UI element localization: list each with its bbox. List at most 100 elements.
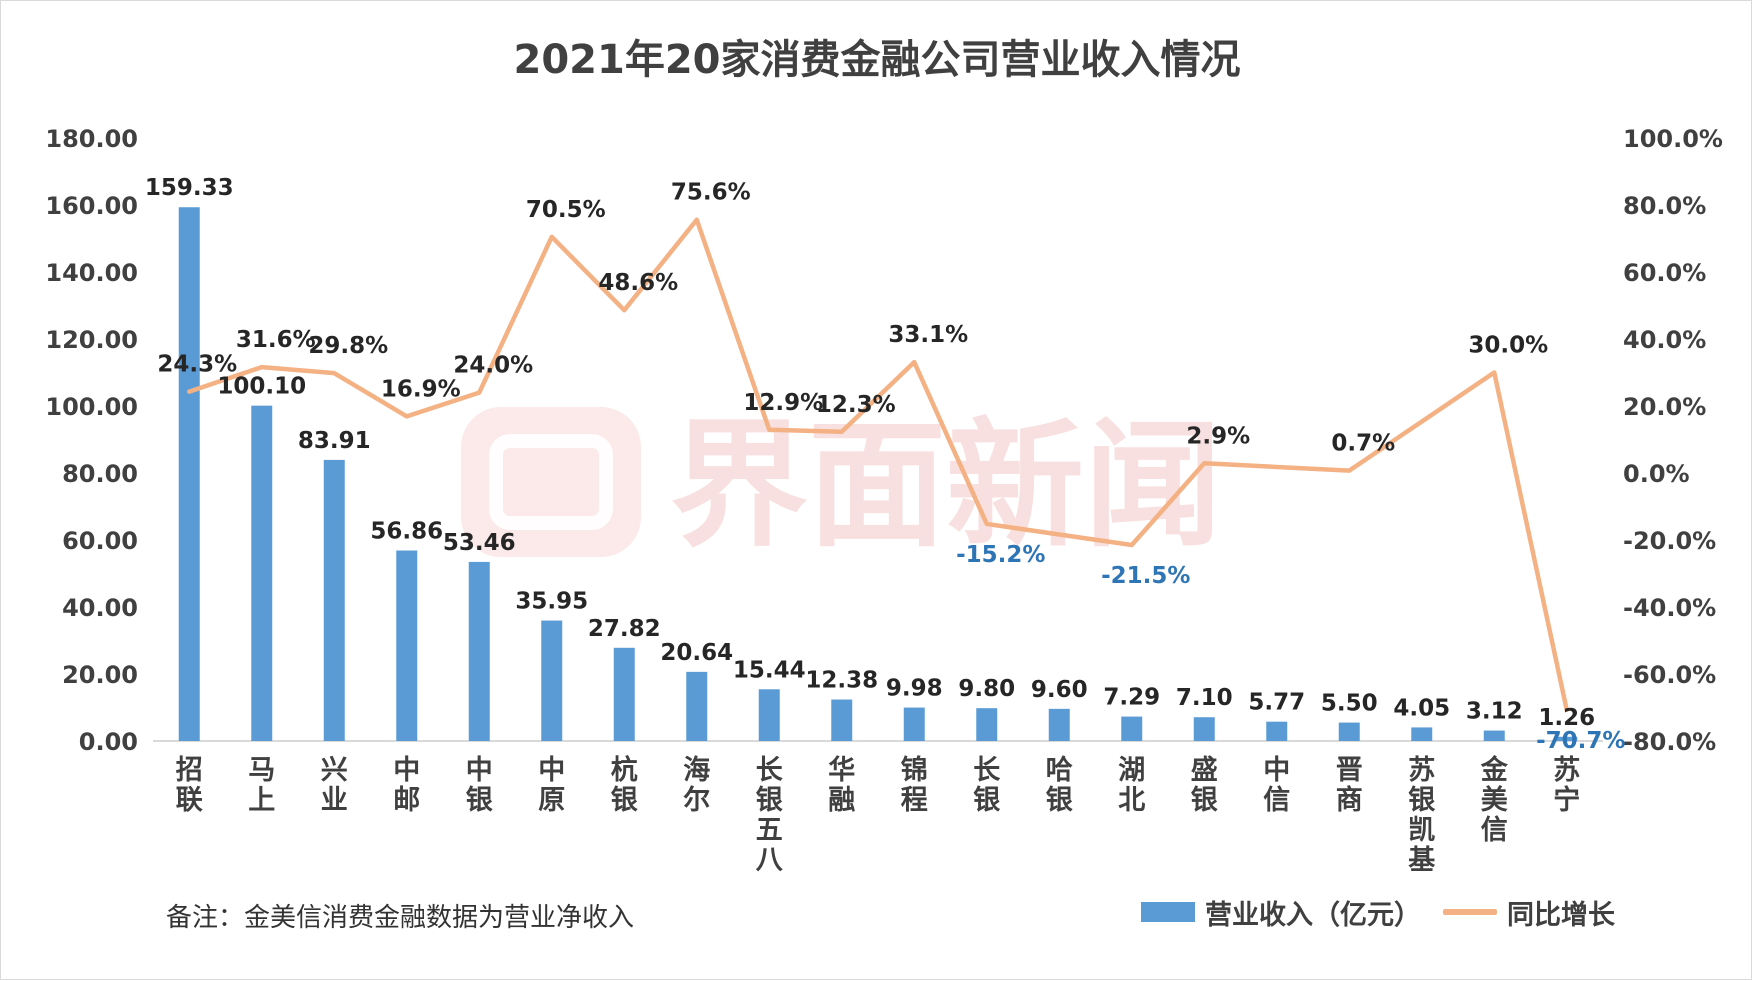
y-left-tick-label: 100.00 xyxy=(45,393,138,421)
growth-line xyxy=(187,217,1569,713)
growth-value-label: 24.0% xyxy=(453,353,533,379)
category-label: 中邮 xyxy=(393,755,420,816)
bar-value-label: 12.38 xyxy=(805,668,878,694)
y-left-tick-label: 0.00 xyxy=(79,728,138,756)
category-label: 长银五八 xyxy=(756,755,784,876)
bar-value-label: 7.29 xyxy=(1103,685,1160,711)
growth-value-label: 0.7% xyxy=(1331,431,1395,457)
y-right-tick-label: 0.0% xyxy=(1623,460,1690,488)
data-labels: 159.33 100.10 83.91 56.86 53.46 35.9527.8220.… xyxy=(145,175,1626,754)
bar-苏银凯基 xyxy=(1411,727,1433,741)
category-label: 苏宁 xyxy=(1553,755,1580,816)
category-label: 华融 xyxy=(828,754,855,816)
category-label: 中银 xyxy=(466,755,493,816)
bar-value-label: 159.33 xyxy=(145,175,234,201)
category-label: 晋商 xyxy=(1336,755,1363,816)
y-right-tick-label: 100.0% xyxy=(1623,125,1723,153)
growth-value-label: 70.5% xyxy=(526,197,606,223)
bar-华融 xyxy=(831,699,853,741)
growth-value-label: 33.1% xyxy=(888,322,968,348)
chart-title: 2021年20家消费金融公司营业收入情况 xyxy=(513,37,1241,83)
y-left-tick-label: 120.00 xyxy=(45,326,138,354)
bar-value-label: 4.05 xyxy=(1393,695,1450,721)
bar-兴业 xyxy=(323,459,345,741)
bar-湖北 xyxy=(1121,716,1143,741)
category-label: 马上 xyxy=(248,755,275,816)
bar-value-label: 83.91 xyxy=(298,428,371,454)
legend-swatch-line xyxy=(1443,909,1497,915)
category-label: 湖北 xyxy=(1118,755,1145,816)
bar-哈银 xyxy=(1048,708,1070,741)
bar-中邮 xyxy=(396,550,418,741)
bar-海尔 xyxy=(686,671,708,741)
bar-value-label: 1.26 xyxy=(1538,705,1595,731)
category-label: 苏银凯基 xyxy=(1408,755,1436,876)
bar-value-label: 5.77 xyxy=(1248,690,1305,716)
category-label: 兴业 xyxy=(321,755,348,816)
bar-value-label: 56.86 xyxy=(370,519,443,545)
growth-value-label: 12.3% xyxy=(816,392,896,418)
bar-锦程 xyxy=(903,707,925,741)
y-left-tick-label: 60.00 xyxy=(62,527,138,555)
legend-swatch-bar xyxy=(1141,902,1195,922)
growth-value-label: -15.2% xyxy=(956,542,1045,568)
y-right-tick-label: 60.0% xyxy=(1623,259,1706,287)
y-right-tick-label: 80.0% xyxy=(1623,192,1706,220)
bar-value-label: 5.50 xyxy=(1321,691,1378,717)
bar-马上 xyxy=(251,405,273,741)
legend-label-growth: 同比增长 xyxy=(1507,899,1615,931)
watermark-logo-inner xyxy=(489,434,613,530)
bar-series xyxy=(178,207,1578,741)
bar-value-label: 35.95 xyxy=(515,589,588,615)
legend: 营业收入（亿元） 同比增长 xyxy=(1141,894,1615,931)
y-right-tick-label: -40.0% xyxy=(1623,594,1716,622)
category-label: 哈银 xyxy=(1046,755,1073,816)
y-right-tick-label: -80.0% xyxy=(1623,728,1716,756)
y-left-tick-label: 160.00 xyxy=(45,192,138,220)
bar-value-label: 9.60 xyxy=(1031,677,1088,703)
growth-value-label: 24.3% xyxy=(157,352,237,378)
bar-中原 xyxy=(541,620,563,741)
bar-中银 xyxy=(468,561,490,741)
bar-value-label: 3.12 xyxy=(1466,699,1523,725)
bar-value-label: 15.44 xyxy=(733,657,806,683)
bar-长银五八 xyxy=(758,689,780,741)
bar-杭银 xyxy=(613,647,635,741)
legend-label-revenue: 营业收入（亿元） xyxy=(1205,899,1421,931)
bar-招联 xyxy=(178,207,200,741)
y-left-tick-label: 20.00 xyxy=(62,661,138,689)
growth-value-label: 2.9% xyxy=(1186,423,1250,449)
category-label: 海尔 xyxy=(683,755,710,816)
growth-value-label: 12.9% xyxy=(743,390,823,416)
footnote: 备注：金美信消费金融数据为营业净收入 xyxy=(166,903,635,933)
bar-value-label: 7.10 xyxy=(1176,685,1233,711)
bar-苏宁 xyxy=(1556,736,1578,741)
bar-value-label: 53.46 xyxy=(443,530,516,556)
bar-金美信 xyxy=(1483,730,1505,741)
y-left-tick-label: 80.00 xyxy=(62,460,138,488)
growth-value-label: 75.6% xyxy=(671,180,751,206)
bar-中信 xyxy=(1266,721,1288,741)
growth-value-label: 48.6% xyxy=(598,270,678,296)
y-right-tick-label: 40.0% xyxy=(1623,326,1706,354)
category-label: 金美信 xyxy=(1480,754,1509,846)
bar-value-label: 27.82 xyxy=(588,616,661,642)
growth-value-label: -21.5% xyxy=(1101,563,1190,589)
bar-value-label: 100.10 xyxy=(217,374,306,400)
growth-value-label: 30.0% xyxy=(1468,333,1548,359)
y-left-tick-label: 40.00 xyxy=(62,594,138,622)
category-label: 中原 xyxy=(538,755,565,816)
growth-value-label: 31.6% xyxy=(236,327,316,353)
category-label: 盛银 xyxy=(1191,755,1218,816)
bar-value-label: 9.98 xyxy=(886,676,943,702)
y-left-tick-label: 140.00 xyxy=(45,259,138,287)
category-label: 招联 xyxy=(176,755,203,816)
y-left-tick-label: 180.00 xyxy=(45,125,138,153)
bar-盛银 xyxy=(1193,717,1215,741)
y-axis-left: 0.00 20.00 40.00 60.00 80.00 100.00 120.00 140.… xyxy=(45,125,1603,756)
bar-value-label: 9.80 xyxy=(958,676,1015,702)
y-right-tick-label: -60.0% xyxy=(1623,661,1716,689)
category-label: 中信 xyxy=(1263,755,1290,816)
